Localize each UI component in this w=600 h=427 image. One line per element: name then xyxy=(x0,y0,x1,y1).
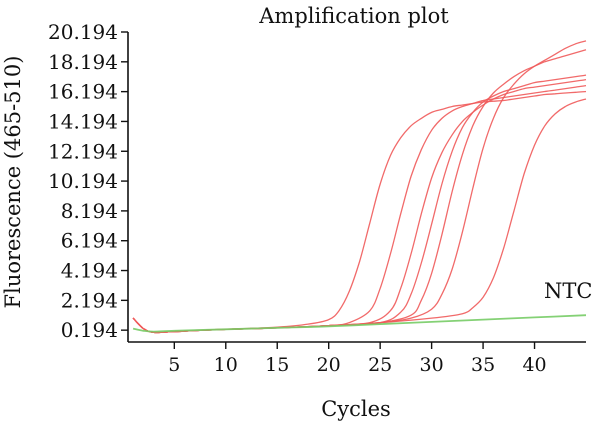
x-tick-label: 30 xyxy=(420,354,444,376)
y-tick-label: 10.194 xyxy=(48,169,118,193)
sample-curve xyxy=(132,74,587,334)
ntc-curve xyxy=(132,314,587,333)
y-tick-label: 0.194 xyxy=(61,318,118,342)
sample-curve xyxy=(132,78,587,334)
sample-curve xyxy=(132,84,587,334)
chart-title: Amplification plot xyxy=(258,4,449,28)
y-tick-label: 20.194 xyxy=(48,20,118,44)
y-axis-label: Fluorescence (465-510) xyxy=(1,56,25,309)
y-tick-label: 6.194 xyxy=(61,229,118,253)
x-axis-label: Cycles xyxy=(321,397,391,421)
amplification-curves xyxy=(132,40,587,334)
y-tick-label: 4.194 xyxy=(61,259,118,283)
y-tick-label: 16.194 xyxy=(48,80,118,104)
sample-curve xyxy=(132,40,587,334)
sample-curve xyxy=(132,98,587,334)
y-tick-label: 8.194 xyxy=(61,199,118,223)
sample-curve xyxy=(132,90,587,334)
x-tick-label: 20 xyxy=(317,354,341,376)
x-ticks: 5 10 15 20 25 30 35 40 xyxy=(168,342,547,376)
x-tick-label: 35 xyxy=(471,354,495,376)
y-ticks: 0.194 2.194 4.194 6.194 8.194 10.194 12.194 14.… xyxy=(48,20,128,342)
x-tick-label: 25 xyxy=(368,354,392,376)
x-tick-label: 5 xyxy=(168,354,180,376)
sample-curve xyxy=(132,49,587,334)
x-tick-label: 40 xyxy=(522,354,546,376)
y-tick-label: 12.194 xyxy=(48,139,118,163)
ntc-annotation: NTC xyxy=(544,279,592,303)
y-tick-label: 14.194 xyxy=(48,109,118,133)
y-tick-label: 18.194 xyxy=(48,50,118,74)
x-tick-label: 15 xyxy=(265,354,289,376)
y-tick-label: 2.194 xyxy=(61,288,118,312)
x-tick-label: 10 xyxy=(214,354,238,376)
